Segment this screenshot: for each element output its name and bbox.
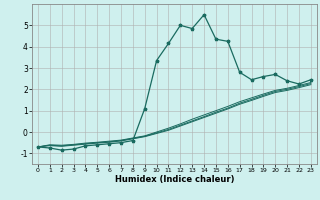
X-axis label: Humidex (Indice chaleur): Humidex (Indice chaleur) bbox=[115, 175, 234, 184]
